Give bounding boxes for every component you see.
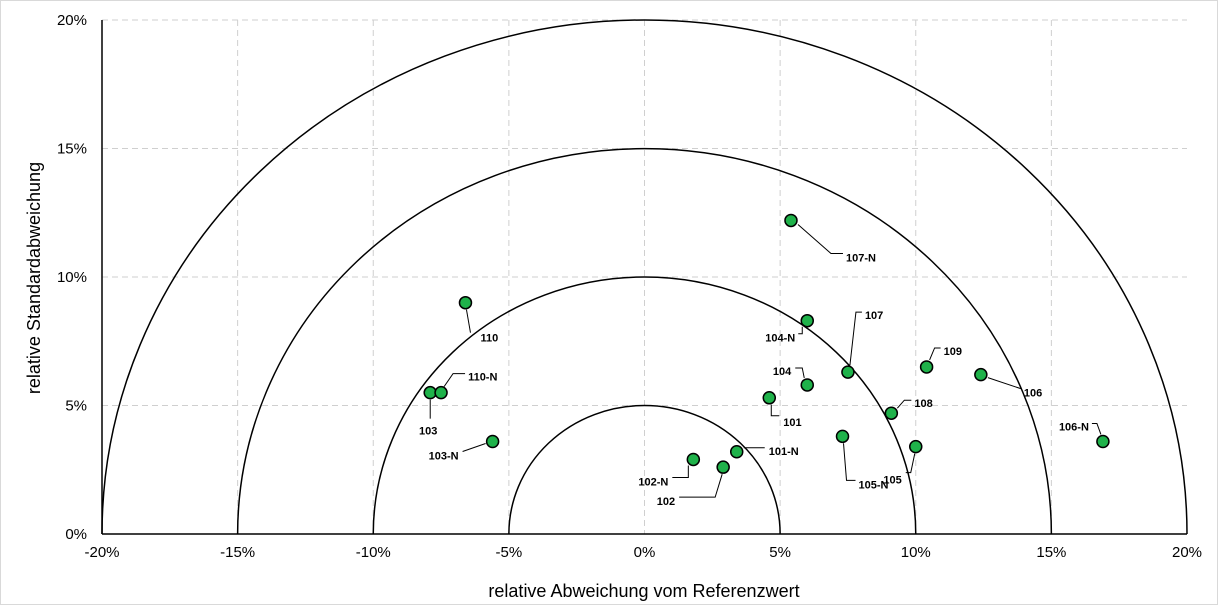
- x-tick-label: 0%: [634, 544, 656, 561]
- data-label: 105: [883, 475, 901, 487]
- x-tick-label: 15%: [1036, 544, 1066, 561]
- data-label: 110-N: [468, 372, 497, 384]
- data-point: [686, 452, 701, 467]
- y-tick-label: 20%: [57, 12, 87, 29]
- leader-line: [987, 377, 1022, 390]
- reference-circle: [508, 404, 781, 535]
- leader-line: [1091, 422, 1102, 435]
- data-point: [784, 213, 798, 228]
- leader-line: [465, 309, 471, 333]
- data-point: [716, 460, 730, 474]
- data-point: [1096, 434, 1110, 449]
- leader-line: [443, 373, 466, 387]
- y-tick-label: 5%: [65, 398, 87, 415]
- data-point: [919, 360, 934, 374]
- leader-line: [672, 465, 689, 478]
- leader-line: [843, 443, 856, 481]
- data-label: 101-N: [769, 446, 799, 458]
- data-label: 102-N: [638, 476, 668, 488]
- data-label: 102: [657, 496, 675, 508]
- reference-circles: [101, 19, 1188, 535]
- data-label: 103-N: [429, 450, 459, 462]
- data-label: 106-N: [1059, 421, 1089, 433]
- x-tick-label: -5%: [496, 544, 523, 561]
- x-tick-label: -20%: [84, 544, 119, 561]
- y-axis-title: relative Standardabweichung: [24, 162, 44, 394]
- data-label: 104-N: [765, 333, 795, 345]
- data-point: [974, 367, 988, 382]
- x-tick-labels: -20% -15% -10% -5% 0% 5% 10% 15% 20%: [84, 544, 1202, 561]
- data-label: 105-N: [859, 479, 889, 491]
- plot-axes: [101, 20, 1187, 535]
- reference-circle: [372, 276, 917, 535]
- x-tick-label: 20%: [1172, 544, 1202, 561]
- leader-line: [797, 224, 843, 254]
- leader-line: [896, 399, 912, 409]
- data-point: [762, 391, 777, 405]
- data-label: 106: [1024, 388, 1042, 400]
- data-point: [884, 406, 899, 420]
- data-point: [485, 434, 500, 449]
- data-label: 108: [914, 398, 932, 410]
- data-label: 109: [944, 346, 962, 358]
- leader-line: [462, 443, 486, 452]
- point-labels: 101 101-N 102 102-N 103 103-N 104 104-N 105105-N…: [419, 252, 1089, 508]
- x-tick-label: -15%: [220, 544, 255, 561]
- y-tick-labels: 0% 5% 10% 15% 20%: [57, 12, 87, 543]
- x-tick-label: 5%: [769, 544, 791, 561]
- data-label: 101: [783, 417, 801, 429]
- leader-line: [849, 311, 862, 366]
- label-leader-lines: [429, 224, 1102, 498]
- leader-line: [770, 404, 780, 417]
- reference-circle: [101, 19, 1188, 535]
- leader-line: [679, 474, 723, 498]
- data-points: [423, 213, 1110, 474]
- data-point: [909, 439, 923, 454]
- leader-line: [929, 347, 941, 361]
- x-axis-title: relative Abweichung vom Referenzwert: [488, 581, 799, 601]
- data-label: 107-N: [846, 252, 876, 264]
- data-label: 110: [480, 333, 498, 345]
- data-point: [800, 313, 814, 328]
- y-tick-label: 0%: [65, 526, 87, 543]
- y-tick-label: 10%: [57, 269, 87, 286]
- x-tick-label: 10%: [901, 544, 931, 561]
- leader-line: [905, 453, 916, 474]
- data-label: 107: [865, 310, 883, 322]
- x-tick-label: -10%: [356, 544, 391, 561]
- data-point: [458, 295, 473, 310]
- data-label: 103: [419, 426, 437, 438]
- data-point: [800, 378, 814, 392]
- data-point: [729, 445, 744, 459]
- y-tick-label: 15%: [57, 141, 87, 158]
- data-point: [841, 365, 855, 379]
- data-point: [835, 429, 850, 444]
- data-label: 104: [773, 366, 792, 378]
- leader-line: [798, 326, 803, 335]
- reference-circle: [236, 147, 1053, 535]
- data-point: [434, 385, 448, 400]
- leader-line: [795, 367, 805, 379]
